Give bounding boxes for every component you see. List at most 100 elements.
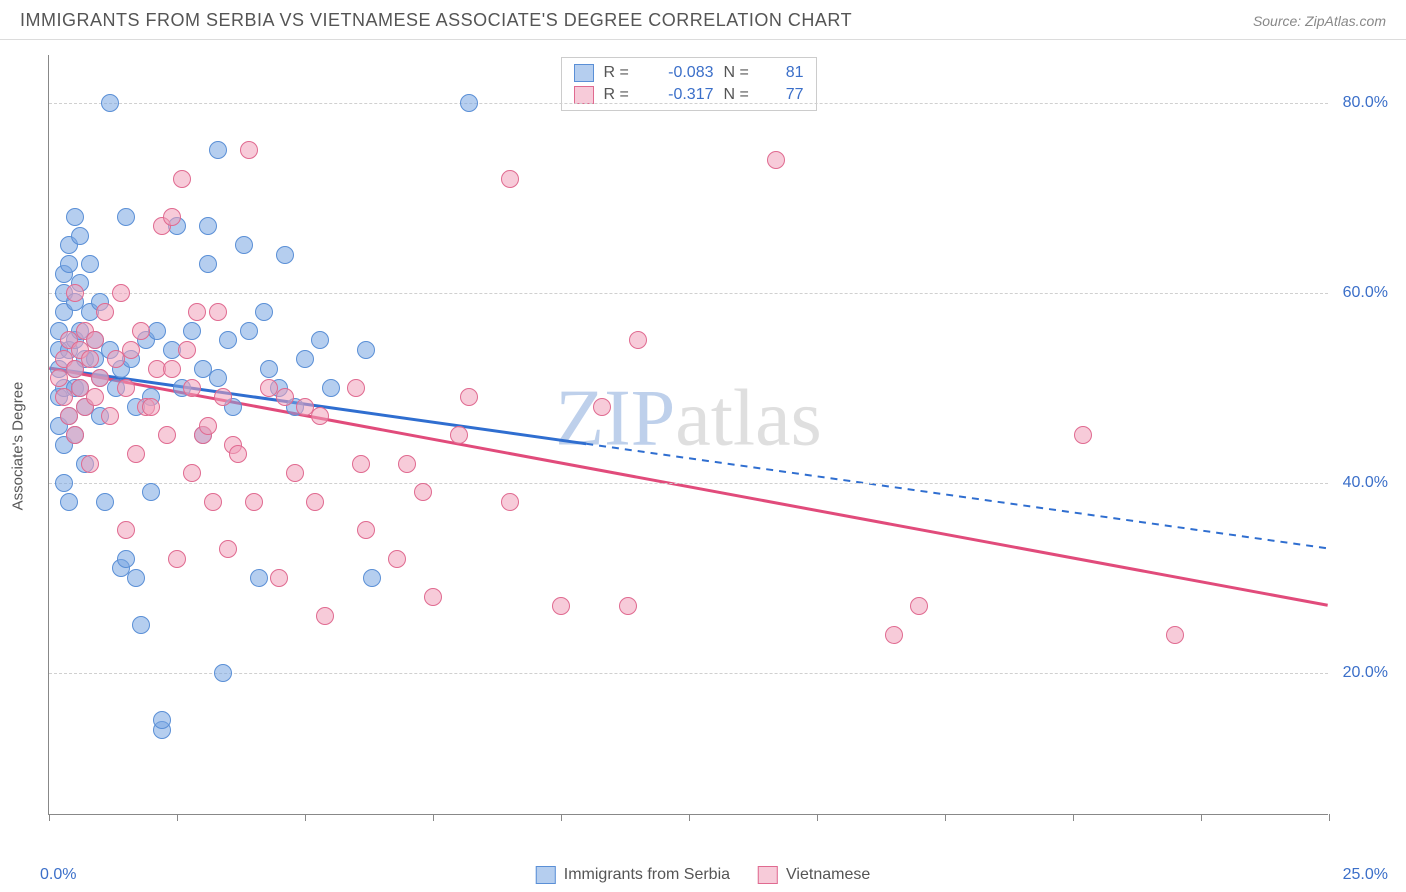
data-point xyxy=(460,388,478,406)
data-point xyxy=(311,331,329,349)
x-axis-start-label: 0.0% xyxy=(40,866,76,884)
data-point xyxy=(183,464,201,482)
data-point xyxy=(296,350,314,368)
data-point xyxy=(219,331,237,349)
chart-title: IMMIGRANTS FROM SERBIA VS VIETNAMESE ASS… xyxy=(20,10,852,31)
data-point xyxy=(450,426,468,444)
x-tick xyxy=(177,814,178,821)
x-axis-end-label: 25.0% xyxy=(1343,866,1388,884)
x-tick xyxy=(433,814,434,821)
data-point xyxy=(96,303,114,321)
y-tick-label: 60.0% xyxy=(1343,284,1388,302)
n-value-vietnamese: 77 xyxy=(764,86,804,104)
scatter-plot-area: ZIPatlas R = -0.083 N = 81 R = -0.317 N … xyxy=(48,55,1328,815)
gridline-h xyxy=(49,483,1328,484)
data-point xyxy=(260,360,278,378)
data-point xyxy=(501,170,519,188)
data-point xyxy=(235,236,253,254)
data-point xyxy=(270,569,288,587)
data-point xyxy=(501,493,519,511)
r-value-serbia: -0.083 xyxy=(644,64,714,82)
watermark-part1: ZIP xyxy=(555,375,675,463)
data-point xyxy=(117,550,135,568)
y-axis-title: Associate's Degree xyxy=(10,382,27,511)
y-tick-label: 20.0% xyxy=(1343,664,1388,682)
data-point xyxy=(60,255,78,273)
x-tick xyxy=(945,814,946,821)
data-point xyxy=(1166,626,1184,644)
data-point xyxy=(250,569,268,587)
watermark: ZIPatlas xyxy=(555,374,822,465)
r-label: R = xyxy=(604,64,634,82)
data-point xyxy=(414,483,432,501)
data-point xyxy=(148,322,166,340)
data-point xyxy=(163,208,181,226)
x-tick xyxy=(1329,814,1330,821)
data-point xyxy=(158,426,176,444)
data-point xyxy=(286,464,304,482)
data-point xyxy=(460,94,478,112)
data-point xyxy=(112,284,130,302)
data-point xyxy=(127,569,145,587)
r-value-vietnamese: -0.317 xyxy=(644,86,714,104)
data-point xyxy=(316,607,334,625)
y-tick-label: 80.0% xyxy=(1343,94,1388,112)
data-point xyxy=(86,331,104,349)
data-point xyxy=(153,711,171,729)
data-point xyxy=(142,398,160,416)
data-point xyxy=(127,445,145,463)
data-point xyxy=(178,341,196,359)
stats-row-serbia: R = -0.083 N = 81 xyxy=(574,62,804,84)
gridline-h xyxy=(49,673,1328,674)
data-point xyxy=(593,398,611,416)
data-point xyxy=(276,246,294,264)
x-tick xyxy=(561,814,562,821)
data-point xyxy=(552,597,570,615)
x-tick xyxy=(49,814,50,821)
data-point xyxy=(168,550,186,568)
gridline-h xyxy=(49,293,1328,294)
regression-lines-layer xyxy=(49,55,1328,814)
data-point xyxy=(122,341,140,359)
r-label: R = xyxy=(604,86,634,104)
data-point xyxy=(619,597,637,615)
n-value-serbia: 81 xyxy=(764,64,804,82)
legend-item-serbia: Immigrants from Serbia xyxy=(536,866,730,884)
data-point xyxy=(142,483,160,501)
chart-header: IMMIGRANTS FROM SERBIA VS VIETNAMESE ASS… xyxy=(0,0,1406,40)
legend-swatch-vietnamese xyxy=(758,866,778,884)
legend-swatch-serbia xyxy=(536,866,556,884)
data-point xyxy=(66,284,84,302)
data-point xyxy=(117,521,135,539)
data-point xyxy=(55,474,73,492)
data-point xyxy=(81,350,99,368)
series-legend: Immigrants from Serbia Vietnamese xyxy=(536,866,870,884)
data-point xyxy=(229,445,247,463)
data-point xyxy=(66,426,84,444)
y-tick-label: 40.0% xyxy=(1343,474,1388,492)
data-point xyxy=(276,388,294,406)
legend-label-serbia: Immigrants from Serbia xyxy=(564,866,730,884)
data-point xyxy=(398,455,416,473)
data-point xyxy=(885,626,903,644)
data-point xyxy=(311,407,329,425)
legend-label-vietnamese: Vietnamese xyxy=(786,866,870,884)
data-point xyxy=(910,597,928,615)
source-label: Source: ZipAtlas.com xyxy=(1253,13,1386,29)
data-point xyxy=(357,341,375,359)
data-point xyxy=(183,379,201,397)
legend-item-vietnamese: Vietnamese xyxy=(758,866,870,884)
data-point xyxy=(240,141,258,159)
data-point xyxy=(357,521,375,539)
data-point xyxy=(188,303,206,321)
data-point xyxy=(322,379,340,397)
data-point xyxy=(209,141,227,159)
data-point xyxy=(66,208,84,226)
data-point xyxy=(240,322,258,340)
data-point xyxy=(214,388,232,406)
data-point xyxy=(117,208,135,226)
data-point xyxy=(71,227,89,245)
data-point xyxy=(91,369,109,387)
data-point xyxy=(209,369,227,387)
watermark-part2: atlas xyxy=(675,375,822,463)
